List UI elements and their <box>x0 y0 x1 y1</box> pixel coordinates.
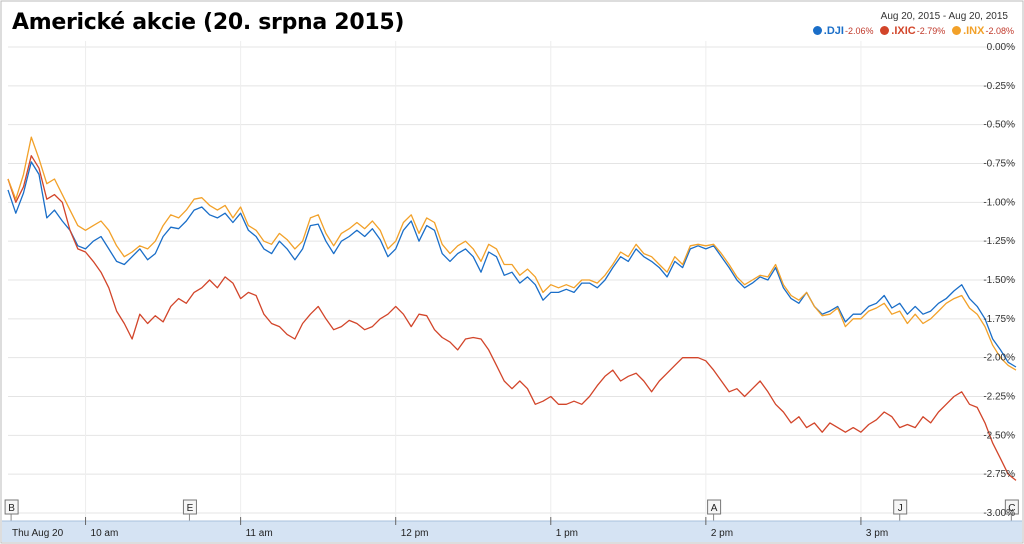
flag-label: E <box>187 503 194 514</box>
x-tick-label: 10 am <box>91 528 119 539</box>
x-tick-label: 12 pm <box>401 528 429 539</box>
series-line-inx <box>7 136 1017 371</box>
y-tick-label: -2.50% <box>983 430 1015 441</box>
series-line-ixic <box>7 155 1017 481</box>
x-axis-strip <box>2 521 1022 542</box>
y-tick-label: -2.25% <box>983 392 1015 403</box>
x-tick-label: 2 pm <box>711 528 733 539</box>
legend-change-dji: -2.06% <box>844 26 874 36</box>
series-line-dji <box>7 161 1017 368</box>
legend-symbol-dji: .DJI <box>823 25 844 37</box>
x-tick-label: 3 pm <box>866 528 888 539</box>
flag-marker <box>893 499 908 515</box>
y-tick-label: 0.00% <box>987 42 1015 53</box>
y-tick-label: -1.50% <box>983 275 1015 286</box>
x-tick-label: 1 pm <box>556 528 578 539</box>
date-range: Aug 20, 2015 - Aug 20, 2015 <box>880 11 1008 22</box>
legend-item-inx[interactable]: .INX-2.08% <box>952 25 1014 37</box>
y-tick-label: -0.50% <box>983 120 1015 131</box>
legend-symbol-inx: .INX <box>963 25 985 37</box>
flag-marker <box>1004 499 1019 515</box>
legend-dot-inx <box>952 26 962 35</box>
flag-label: C <box>1008 503 1015 514</box>
legend-symbol-ixic: .IXIC <box>891 25 916 37</box>
chart-legend: .DJI-2.06% .IXIC-2.79% .INX-2.08% <box>809 25 1014 37</box>
flag-marker <box>4 499 19 515</box>
legend-item-dji[interactable]: .DJI-2.06% <box>812 25 874 37</box>
chart-title: Americké akcie (20. srpna 2015) <box>12 10 405 35</box>
flag-marker <box>182 499 197 515</box>
legend-change-ixic: -2.79% <box>916 26 946 36</box>
y-tick-label: -0.25% <box>983 81 1015 92</box>
y-tick-label: -1.25% <box>983 236 1015 247</box>
y-tick-label: -2.00% <box>983 353 1015 364</box>
legend-dot-ixic <box>880 26 890 35</box>
flag-marker <box>707 499 722 515</box>
flag-label: J <box>898 503 903 514</box>
y-tick-label: -0.75% <box>983 159 1015 170</box>
y-tick-label: -1.75% <box>983 314 1015 325</box>
legend-dot-dji <box>812 26 822 35</box>
y-tick-label: -3.00% <box>983 508 1015 519</box>
x-tick-label: Thu Aug 20 <box>12 528 64 539</box>
flag-label: B <box>8 503 15 514</box>
y-tick-label: -1.00% <box>983 197 1015 208</box>
legend-change-inx: -2.08% <box>985 26 1014 36</box>
y-tick-label: -2.75% <box>983 469 1015 480</box>
legend-item-ixic[interactable]: .IXIC-2.79% <box>880 25 945 37</box>
x-tick-label: 11 am <box>246 528 273 539</box>
flag-label: A <box>711 503 718 514</box>
